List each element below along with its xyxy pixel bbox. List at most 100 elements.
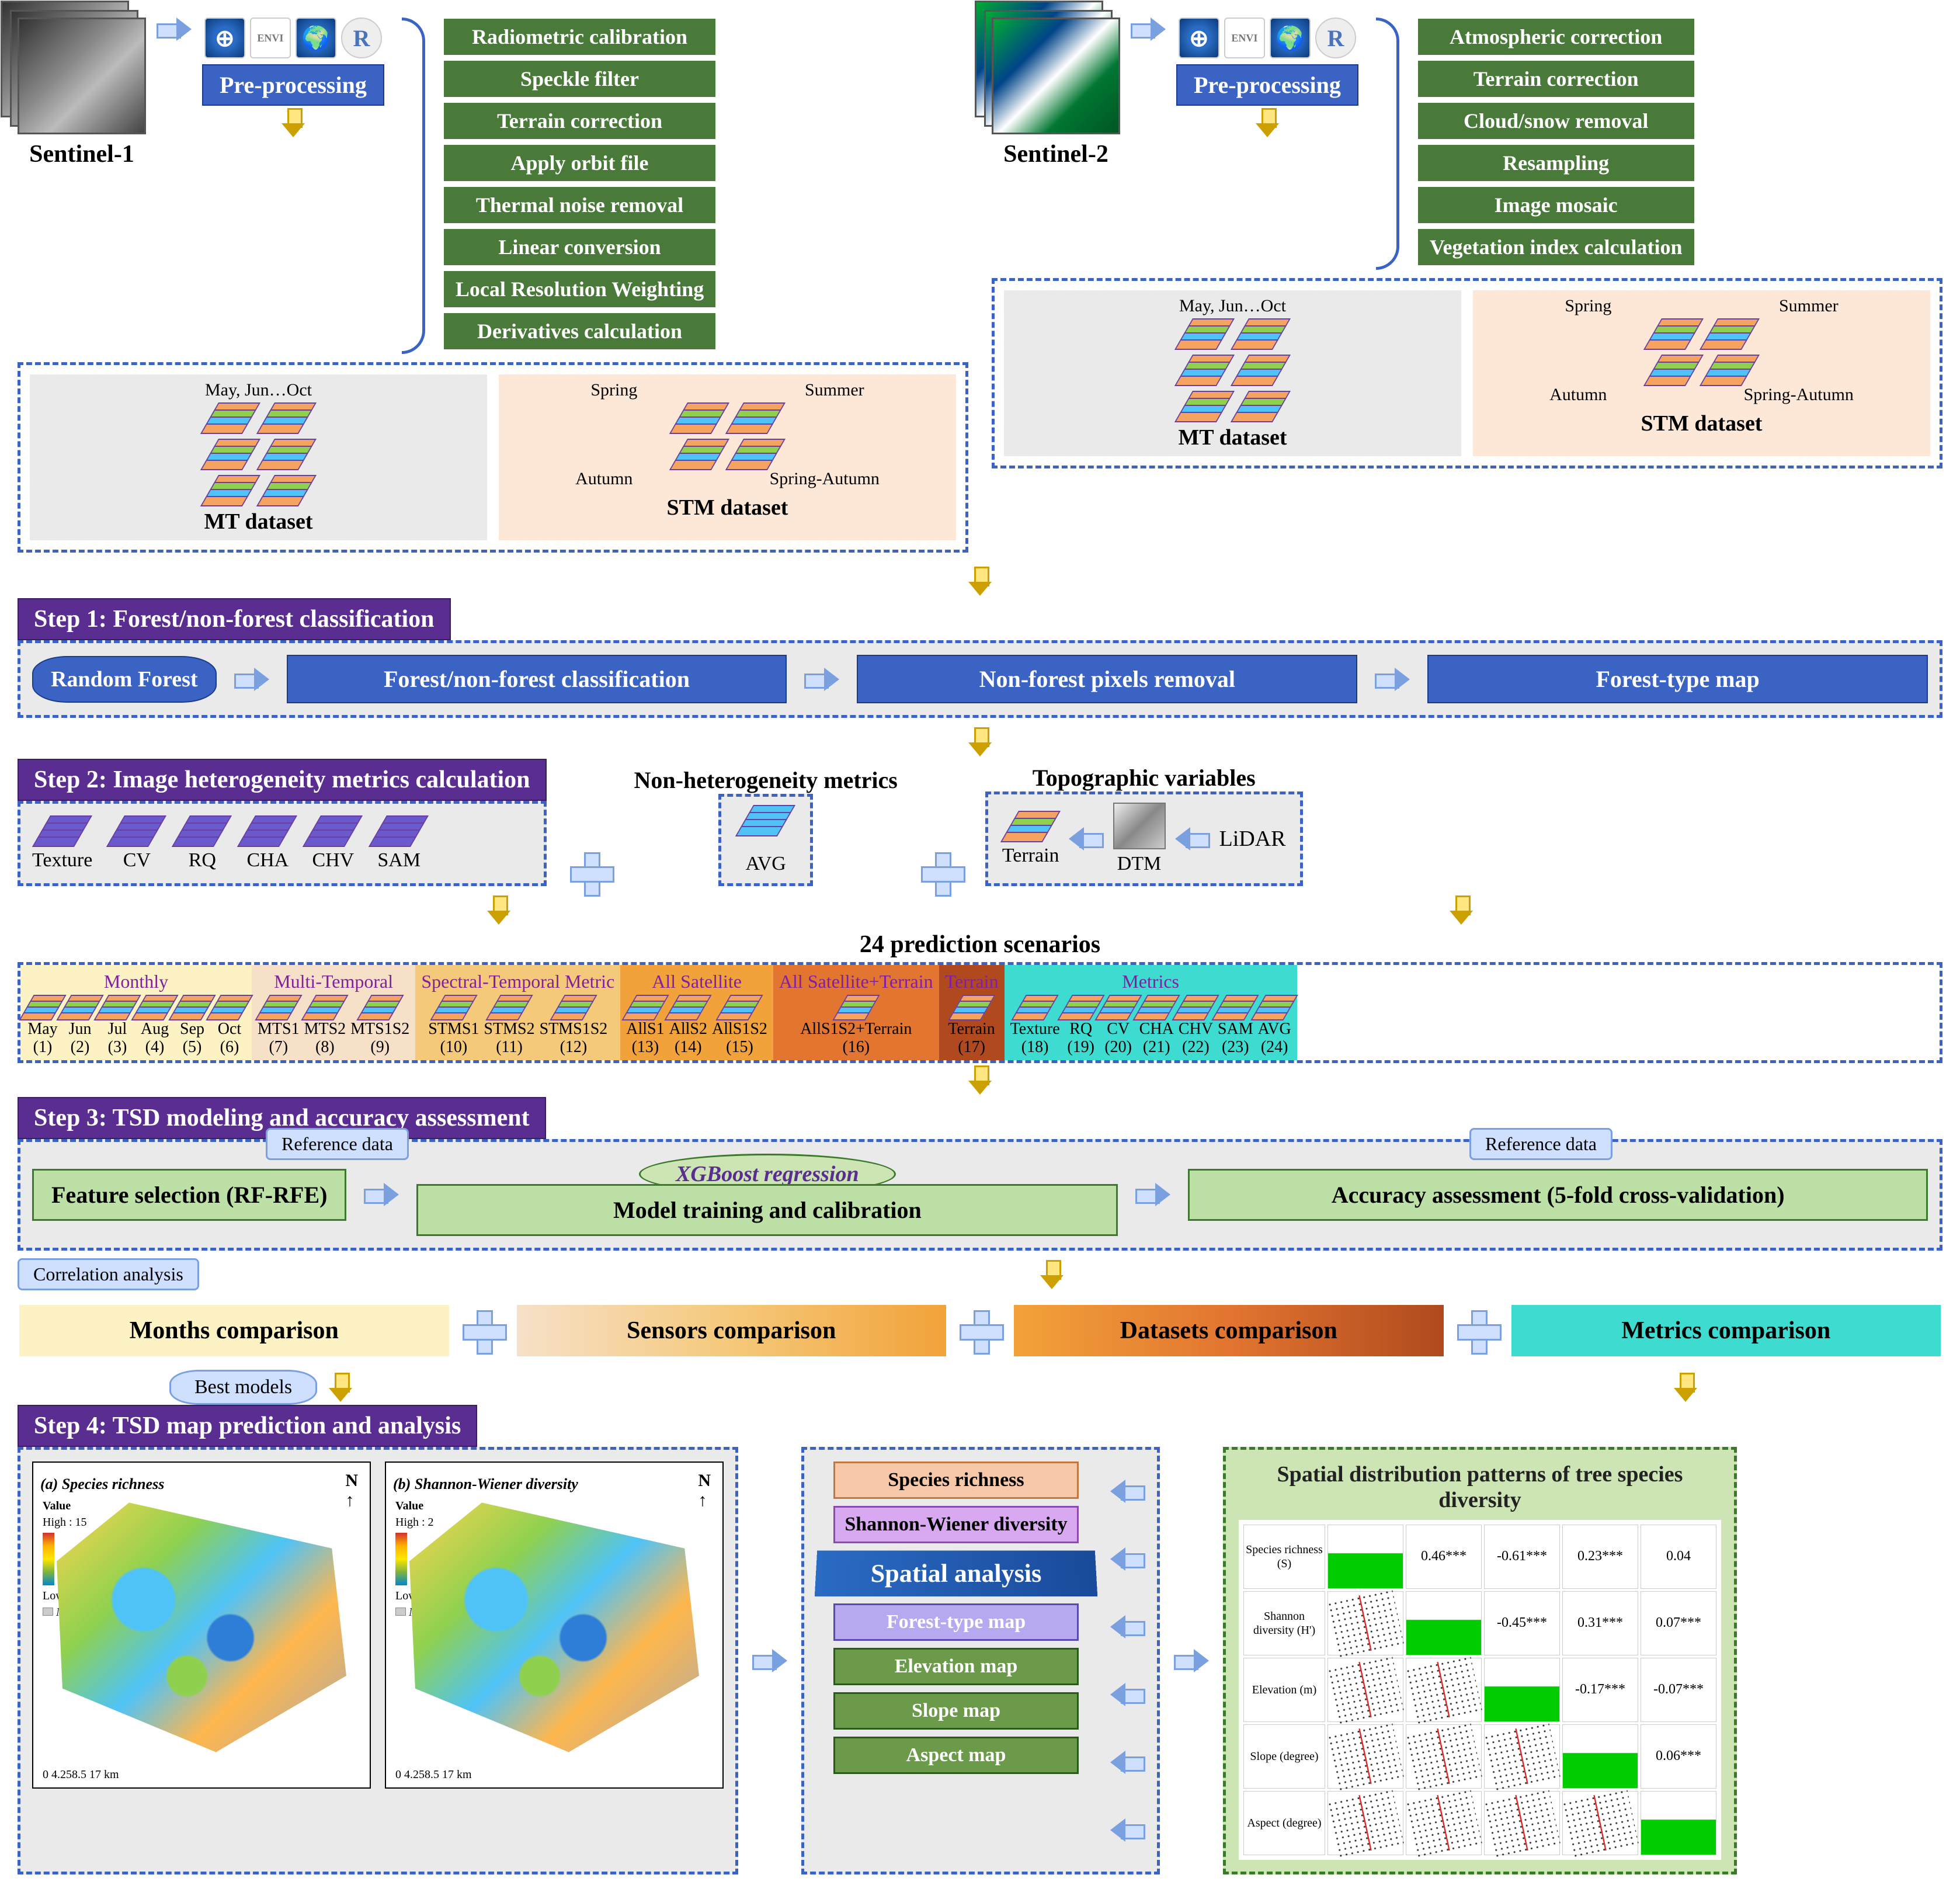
scenario-stack-icon	[485, 995, 533, 1020]
scenario-name: Jul	[108, 1020, 127, 1039]
dtm-thumb	[1113, 803, 1166, 849]
analysis-layer: Forest-type map	[833, 1603, 1079, 1641]
scenario-name: STMS1	[428, 1020, 479, 1039]
stm-summer-s1: Summer	[805, 380, 864, 400]
scenario-item: Texture(18)	[1010, 995, 1060, 1057]
arrow-left-icon	[1110, 1751, 1145, 1774]
analysis-layer: Slope map	[833, 1692, 1079, 1730]
corr-cell	[1327, 1525, 1403, 1589]
scenario-group-header: Monthly	[104, 971, 168, 992]
correlation-grid: Species richness (S)0.46***-0.61***0.23*…	[1239, 1520, 1721, 1860]
preproc-step: Apply orbit file	[443, 144, 717, 182]
correlation-analysis: Correlation analysis	[18, 1258, 199, 1290]
arrow-down-icon	[1256, 108, 1279, 137]
arrow-down-icon	[968, 1065, 992, 1095]
scenario-index: (3)	[108, 1039, 127, 1057]
map-a-title: Species richness	[62, 1476, 165, 1492]
arrow-right-icon	[1135, 1183, 1170, 1206]
s2-dataset-panel: May, Jun…Oct MT dataset Spring Summer	[992, 278, 1942, 468]
scenario-item: CHV(22)	[1179, 995, 1213, 1057]
metric-stack-icon	[107, 815, 166, 846]
analysis-layer: Species richness	[833, 1461, 1079, 1499]
arrow-down-icon	[968, 727, 992, 756]
globe-icon: 🌍	[296, 18, 336, 58]
corr-cell	[1327, 1591, 1403, 1655]
arrow-down-icon	[968, 567, 992, 596]
forest-type-map: Forest-type map	[1427, 655, 1928, 703]
metric-label: Texture	[32, 849, 92, 872]
scenario-stack-icon	[356, 995, 404, 1020]
scenario-item: RQ(19)	[1065, 995, 1097, 1057]
corr-cell	[1484, 1791, 1560, 1855]
scenario-stack-icon	[550, 995, 597, 1020]
metric-item: CHV	[312, 815, 354, 872]
arrow-right-icon	[1174, 1649, 1209, 1672]
corr-cell: -0.07***	[1641, 1658, 1716, 1722]
corr-cell: 0.06***	[1641, 1724, 1716, 1789]
metric-label: RQ	[189, 849, 216, 872]
scenario-group: Spectral-Temporal MetricSTMS1(10)STMS2(1…	[415, 965, 620, 1060]
corr-cell	[1327, 1791, 1403, 1855]
scenario-index: (9)	[370, 1039, 390, 1057]
step3-flow: Reference data Reference data Feature se…	[18, 1139, 1942, 1251]
stm-autumn-s2: Autumn	[1549, 385, 1607, 405]
scenario-item: AllS1(13)	[626, 995, 664, 1057]
metric-item: CV	[116, 815, 158, 872]
corr-row-label: Aspect (degree)	[1243, 1791, 1325, 1855]
step1-header: Step 1: Forest/non-forest classification	[18, 598, 451, 640]
arrow-right-icon	[752, 1649, 787, 1672]
scenario-index: (1)	[33, 1039, 53, 1057]
comparison-box: Sensors comparison	[515, 1303, 948, 1358]
scenarios-row: MonthlyMay(1)Jun(2)Jul(3)Aug(4)Sep(5)Oct…	[18, 962, 1942, 1063]
scenario-name: STMS1S2	[540, 1020, 608, 1039]
preproc-step: Vegetation index calculation	[1417, 228, 1695, 266]
topo-group: Topographic variables Terrain DTM LiDAR	[985, 764, 1303, 893]
scenario-stack-icon	[665, 995, 712, 1020]
top-section: Sentinel-1 ⊕ ENVI 🌍 R Pre-processing Rad…	[18, 18, 1942, 553]
scenario-name: AllS1S2+Terrain	[800, 1020, 912, 1039]
scenario-index: (7)	[269, 1039, 288, 1057]
arrow-down-icon	[1040, 1260, 1064, 1289]
scenario-item: STMS1S2(12)	[540, 995, 608, 1057]
scenario-stack-icon	[832, 995, 880, 1020]
scenario-name: Texture	[1010, 1020, 1060, 1039]
map-a-scale: 0 4.258.5 17 km	[43, 1768, 119, 1782]
envi-icon: ENVI	[250, 18, 291, 58]
sentinel2-thumb	[992, 18, 1120, 134]
step2-metrics-box: TextureCVRQCHACHVSAM	[18, 801, 547, 886]
map-species-richness: (a) Species richness N↑ ValueHigh : 15 L…	[32, 1461, 371, 1789]
scenario-index: (21)	[1143, 1039, 1170, 1057]
scenario-index: (20)	[1104, 1039, 1132, 1057]
s1-stm-dataset: Spring Summer Autumn Spring-Autumn STM d…	[499, 374, 956, 540]
scenario-item: STMS1(10)	[428, 995, 479, 1057]
arrow-down-icon	[1674, 1373, 1697, 1402]
scenario-item: Aug(4)	[138, 995, 171, 1057]
scenario-name: SAM	[1218, 1020, 1253, 1039]
scenario-index: (13)	[632, 1039, 659, 1057]
terrain-label: Terrain	[1002, 845, 1059, 867]
metric-stack-icon	[369, 815, 429, 846]
corr-cell	[1562, 1791, 1638, 1855]
corr-row-label: Elevation (m)	[1243, 1658, 1325, 1722]
scenario-item: MTS2(8)	[304, 995, 346, 1057]
arrow-left-icon	[1110, 1547, 1145, 1571]
plus-icon	[570, 852, 611, 893]
arrow-left-icon	[1110, 1480, 1145, 1503]
scenario-index: (4)	[145, 1039, 165, 1057]
random-forest: Random Forest	[32, 656, 217, 703]
corr-cell: -0.17***	[1562, 1658, 1638, 1722]
corr-row-label: Slope (degree)	[1243, 1724, 1325, 1789]
snap-icon: ⊕	[204, 18, 245, 58]
mt-label-s1: MT dataset	[204, 509, 312, 534]
arrow-right-icon	[804, 668, 839, 691]
scenario-name: CV	[1107, 1020, 1130, 1039]
bracket-s2	[1376, 18, 1399, 270]
map-shannon: (b) Shannon-Wiener diversity N↑ ValueHig…	[385, 1461, 724, 1789]
map-b-scale: 0 4.258.5 17 km	[395, 1768, 472, 1782]
scenario-item: AVG(24)	[1258, 995, 1291, 1057]
s1-dataset-panel: May, Jun…Oct MT dataset Spring Summer	[18, 362, 968, 553]
preproc-step: Thermal noise removal	[443, 186, 717, 224]
map-b-high: High : 2	[395, 1516, 434, 1529]
corr-cell	[1484, 1724, 1560, 1789]
arrow-left-icon	[1069, 827, 1104, 850]
